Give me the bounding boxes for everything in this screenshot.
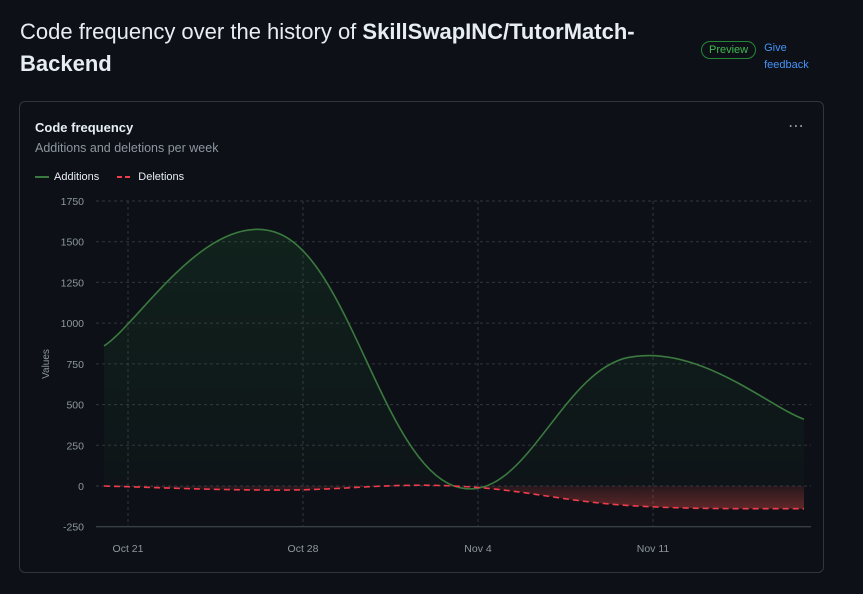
x-tick-label: Nov 4	[464, 543, 492, 555]
chart-legend: Additions Deletions	[35, 171, 184, 183]
y-tick-label: 250	[66, 440, 84, 452]
y-tick-label: -250	[63, 522, 84, 534]
chart-areas	[104, 229, 804, 509]
card-title: Code frequency	[35, 120, 134, 135]
code-frequency-chart: -250 0 250 500 750 1000 1250 1500 1750 Oct 21 Oct …	[41, 196, 811, 555]
legend-swatch-deletions	[117, 176, 134, 178]
x-tick-label: Oct 21	[113, 543, 144, 555]
y-tick-label: 1750	[61, 196, 85, 208]
deletions-line	[103, 484, 805, 510]
kebab-horizontal-icon[interactable]: ⋯	[788, 118, 805, 135]
chart-axes: -250 0 250 500 750 1000 1250 1500 1750 Oct 21 Oct …	[41, 196, 669, 555]
page-title-prefix: Code frequency over the history of	[20, 19, 363, 44]
legend-label-deletions: Deletions	[138, 171, 185, 183]
y-tick-label: 500	[66, 400, 84, 412]
legend-item-additions[interactable]: Additions	[35, 171, 99, 183]
preview-feedback: Preview Give feedback	[701, 40, 814, 74]
preview-badge: Preview	[701, 41, 757, 59]
y-tick-label: 1250	[61, 277, 85, 289]
repo-name: SkillSwapINC/TutorMatch-Backend	[20, 19, 635, 76]
page-title: Code frequency over the history of Skill…	[20, 16, 660, 80]
y-axis-label: Values	[41, 349, 52, 379]
x-tick-label: Oct 28	[288, 543, 319, 555]
legend-swatch-additions	[35, 176, 49, 178]
give-feedback-link[interactable]: Give feedback	[764, 42, 809, 71]
chart-lines	[103, 228, 805, 510]
y-tick-label: 1500	[61, 237, 85, 249]
additions-area	[104, 229, 804, 489]
card-subtitle: Additions and deletions per week	[35, 141, 219, 155]
y-tick-label: 750	[66, 359, 84, 371]
page-header: Code frequency over the history of Skill…	[20, 16, 660, 80]
x-tick-label: Nov 11	[637, 543, 670, 555]
legend-label-additions: Additions	[54, 171, 100, 183]
y-tick-label: 1000	[61, 318, 85, 330]
legend-item-deletions[interactable]: Deletions	[117, 171, 184, 183]
code-frequency-card: Code frequency Additions and deletions p…	[19, 101, 824, 573]
additions-line	[103, 228, 805, 490]
deletions-area	[104, 485, 804, 509]
y-tick-label: 0	[78, 481, 84, 493]
